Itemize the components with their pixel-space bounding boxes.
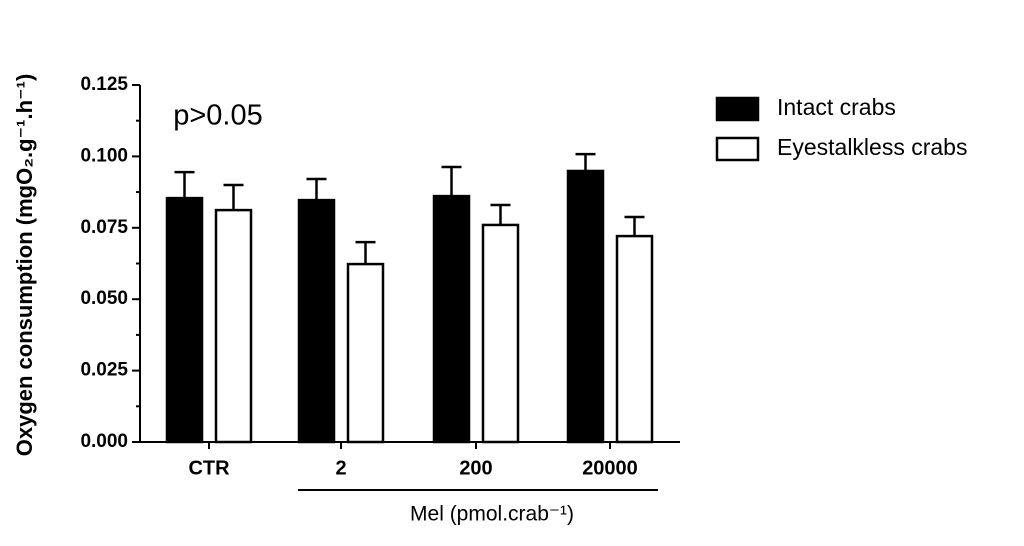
y-tick-label: 0.100 [80, 145, 128, 166]
x-axis-label: Mel (pmol.crab⁻¹) [410, 503, 574, 526]
y-tick-label: 0.075 [80, 217, 128, 238]
legend-label: Intact crabs [777, 94, 896, 120]
x-tick-label: 200 [459, 457, 492, 479]
x-tick-label: CTR [188, 457, 230, 479]
bar [566, 169, 605, 444]
legend-swatch [715, 136, 760, 162]
bar [214, 208, 253, 444]
x-tick-label: 20000 [582, 457, 638, 479]
bar [346, 262, 385, 444]
bar [432, 194, 471, 444]
legend-label: Eyestalkless crabs [777, 134, 967, 160]
bar [481, 223, 520, 444]
y-tick-label: 0.025 [80, 360, 128, 381]
bar [615, 234, 654, 444]
bar [165, 196, 204, 444]
y-tick-label: 0.000 [80, 431, 128, 452]
legend-swatch [715, 96, 760, 122]
y-tick-label: 0.125 [80, 74, 128, 95]
y-axis-label: Oxygen consumption (mgO₂.g⁻¹.h⁻¹) [12, 74, 37, 457]
y-tick-label: 0.050 [80, 288, 128, 309]
bar [297, 198, 336, 444]
x-tick-label: 2 [335, 457, 346, 479]
annotation: p>0.05 [173, 100, 263, 132]
